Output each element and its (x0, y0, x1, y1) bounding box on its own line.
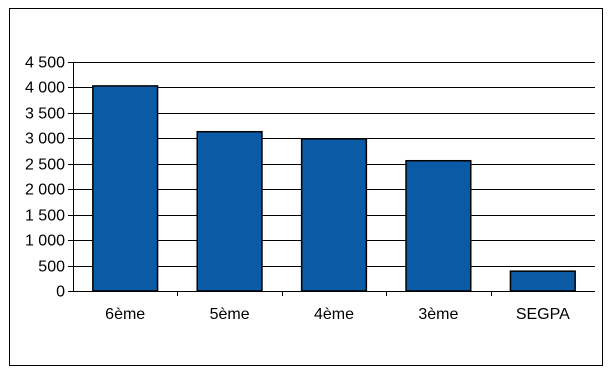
bar-3 (405, 159, 472, 292)
y-tick-label: 2 500 (25, 157, 65, 174)
y-tick-label: 4 000 (25, 80, 65, 97)
y-tick-label: 2 000 (25, 182, 65, 199)
y-tick-label: 1 000 (25, 233, 65, 250)
y-tick-label: 4 500 (25, 55, 65, 72)
bar-1 (196, 130, 263, 292)
bars (92, 85, 576, 292)
x-tick-label: 5ème (210, 306, 250, 323)
y-tick-label: 3 500 (25, 106, 65, 123)
bar-0 (92, 85, 159, 292)
x-tick-label: 4ème (314, 306, 354, 323)
chart-frame: 0 500 1 000 1 500 2 000 2 500 3 000 3 500 4 000 4… (9, 8, 603, 366)
x-tick-label: 3ème (418, 306, 458, 323)
bar-2 (300, 138, 368, 292)
axes (73, 62, 595, 292)
y-tick-label: 1 500 (25, 208, 65, 225)
x-tick-label: SEGPA (516, 306, 570, 323)
y-tick-label: 500 (38, 259, 65, 276)
x-axis-ticks: 6ème 5ème 4ème 3ème SEGPA (105, 291, 570, 323)
bar-chart: 0 500 1 000 1 500 2 000 2 500 3 000 3 500 4 000 4… (25, 55, 595, 323)
y-tick-label: 3 000 (25, 131, 65, 148)
y-axis-ticks: 0 500 1 000 1 500 2 000 2 500 3 000 3 500 4 000 4… (25, 55, 73, 301)
bar-4 (509, 270, 576, 292)
y-tick-label: 0 (56, 284, 65, 301)
x-tick-label: 6ème (105, 306, 145, 323)
